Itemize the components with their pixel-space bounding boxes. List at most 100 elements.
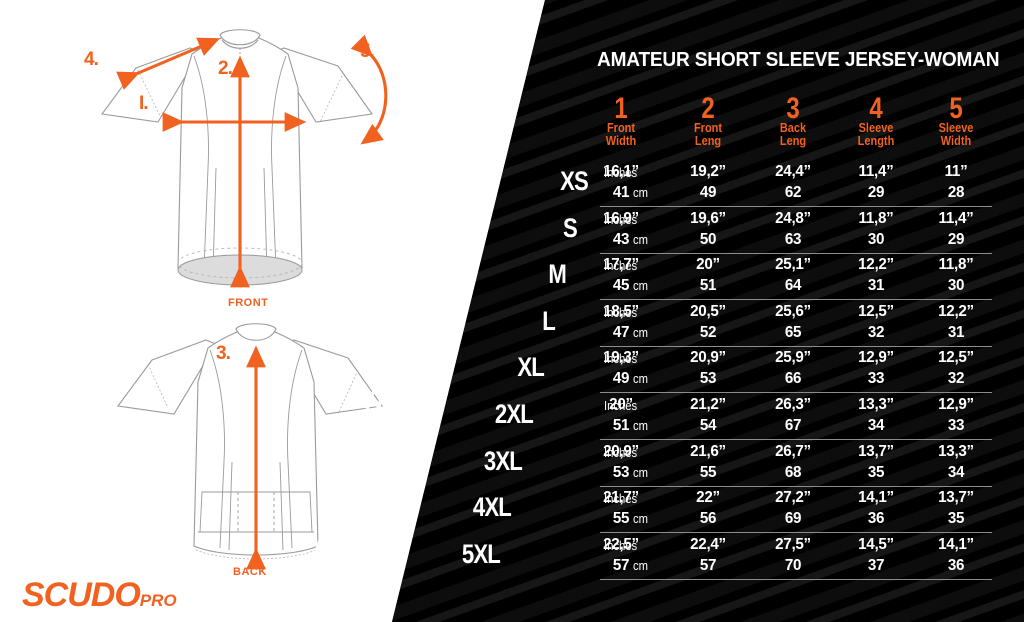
cell-2XL-col2-cm: 54 [699, 417, 717, 434]
cell-M-col5-inches: 11,8” [938, 256, 974, 274]
cell-4XL-col4-cm: 36 [867, 510, 885, 528]
marker-3-label: 3. [216, 343, 231, 364]
cell-M-col3-cm: 64 [784, 277, 802, 295]
brand-name: SCUDO [22, 576, 141, 614]
unit-label-cm-S: cm [632, 232, 648, 247]
cell-3XL-col4-cm: 35 [867, 463, 885, 481]
unit-label-cm-L: cm [632, 325, 648, 340]
column-label-1-line2: Width [605, 133, 637, 148]
cell-5XL-col4-cm: 37 [867, 556, 885, 574]
cell-4XL-col2-cm: 56 [699, 510, 717, 528]
column-header-1: 1 Front Width [585, 92, 657, 148]
cell-2XL-col3-cm: 67 [784, 417, 802, 434]
column-header-2: 2 Front Leng [672, 94, 744, 148]
cell-S-col3-cm: 63 [784, 230, 802, 248]
size-label-S: S [563, 212, 578, 243]
cell-L-col4-inches: 12,5” [858, 302, 894, 320]
cell-S-col1-inches: 16,9” [603, 209, 639, 227]
unit-label-inches-4XL: Inches [604, 492, 638, 507]
row-separator [600, 532, 992, 534]
column-header-5: 5 Sleeve Width [920, 94, 992, 147]
cell-L-col3-inches: 25,6” [775, 302, 811, 320]
unit-label-cm-XS: cm [632, 186, 648, 200]
cell-XL-col4-inches: 12,9” [858, 349, 894, 367]
cell-5XL-col5-inches: 14,1” [938, 535, 974, 553]
cell-3XL-col3-cm: 68 [784, 463, 802, 481]
cell-XL-col1-inches: 19,3” [603, 349, 639, 367]
cell-M-col3-inches: 25,1” [775, 256, 811, 274]
cell-M-col5-cm: 30 [947, 277, 965, 295]
unit-label-cm-4XL: cm [632, 512, 648, 527]
cell-XS-col1-inches: 16,1” [603, 163, 639, 180]
row-separator [600, 439, 992, 440]
cell-5XL-col1-inches: 22,5” [603, 535, 639, 553]
row-separator [600, 392, 992, 394]
cell-XL-col4-cm: 33 [867, 370, 885, 388]
cell-S-col1-cm: 43 [612, 230, 630, 248]
size-label-XL: XL [517, 352, 544, 383]
cell-3XL-col2-inches: 21,6” [690, 442, 726, 460]
cell-S-col4-inches: 11,8” [858, 209, 894, 227]
cell-M-col4-cm: 31 [867, 277, 885, 295]
cell-XS-col5-cm: 28 [947, 184, 965, 201]
front-view-label: FRONT [228, 297, 269, 309]
cell-2XL-col4-cm: 34 [867, 417, 885, 434]
cell-XS-col3-cm: 62 [784, 184, 802, 201]
cell-XL-col3-cm: 66 [784, 370, 802, 388]
marker-4-label: 4. [84, 49, 99, 70]
cell-5XL-col4-inches: 14,5” [858, 535, 894, 553]
row-separator [600, 252, 992, 254]
cell-5XL-col2-cm: 57 [699, 556, 717, 574]
unit-label-inches-3XL: Inches [604, 445, 638, 460]
cell-XL-col1-cm: 49 [612, 370, 630, 388]
cell-3XL-col1-cm: 53 [612, 463, 630, 481]
cell-L-col1-cm: 47 [612, 323, 630, 341]
unit-label-cm-M: cm [632, 279, 648, 294]
cell-4XL-col5-cm: 35 [947, 510, 965, 528]
cell-4XL-col1-cm: 55 [612, 510, 630, 528]
cell-XL-col2-inches: 20,9” [690, 349, 726, 367]
unit-label-cm-3XL: cm [632, 465, 648, 480]
column-label-4-line1: Sleeve [858, 121, 894, 135]
cell-2XL-col5-inches: 12,9” [938, 396, 974, 413]
page-title: AMATEUR SHORT SLEEVE JERSEY-WOMAN [597, 48, 1000, 71]
cell-5XL-col3-inches: 27,5” [775, 535, 811, 553]
cell-S-col5-cm: 29 [947, 230, 965, 248]
cell-XS-col2-inches: 19,2” [690, 163, 726, 180]
cell-2XL-col1-inches: 20” [609, 396, 633, 413]
cell-2XL-col3-inches: 26,3” [775, 396, 811, 413]
cell-XL-col5-cm: 32 [947, 370, 965, 388]
cell-3XL-col5-cm: 34 [947, 463, 965, 481]
cell-XL-col3-inches: 25,9” [775, 349, 811, 367]
size-label-4XL: 4XL [472, 492, 512, 523]
back-view-label: BACK [233, 566, 267, 578]
unit-label-inches-S: Inches [604, 212, 638, 227]
cell-XL-col5-inches: 12,5” [938, 349, 974, 367]
cell-3XL-col3-inches: 26,7” [775, 442, 811, 460]
cell-M-col2-cm: 51 [699, 277, 717, 295]
row-separator [600, 485, 992, 487]
column-number-1: 1 [614, 92, 628, 125]
cell-L-col1-inches: 18,5” [603, 302, 639, 320]
cell-5XL-col1-cm: 57 [612, 556, 630, 574]
unit-label-inches-XL: Inches [604, 352, 638, 367]
unit-label-cm-XL: cm [632, 372, 648, 387]
row-separator [600, 578, 992, 580]
cell-4XL-col2-inches: 22” [696, 489, 720, 507]
cell-XS-col4-cm: 29 [867, 184, 885, 201]
cell-2XL-col4-inches: 13,3” [858, 396, 894, 413]
marker-2-label: 2. [218, 58, 233, 79]
back-measurement-arrows [246, 345, 266, 570]
cell-L-col5-inches: 12,2” [938, 302, 974, 320]
column-label-3-line1: Back [779, 121, 807, 135]
cell-3XL-col5-inches: 13,3” [938, 442, 974, 460]
cell-5XL-col3-cm: 70 [784, 556, 802, 574]
cell-L-col3-cm: 65 [784, 323, 802, 341]
cell-M-col1-inches: 17,7” [603, 256, 639, 274]
cell-2XL-col2-inches: 21,2” [690, 396, 726, 413]
column-header-3: 3 Back Leng [757, 94, 829, 147]
cell-XS-col5-inches: 11” [944, 163, 968, 180]
unit-label-inches-XS: Inches [604, 166, 638, 180]
column-label-2-line2: Leng [694, 133, 722, 148]
